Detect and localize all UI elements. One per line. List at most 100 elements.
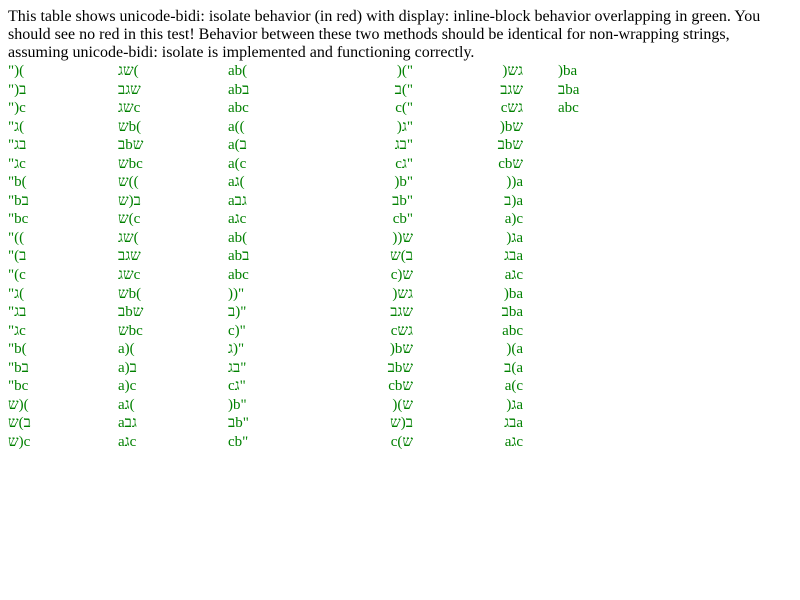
grid-cell: abc	[228, 100, 249, 117]
grid-cell: "בג	[8, 304, 27, 321]
column-4: )(" ב(" c(")ג" בג" cג")b" בb" cb"))ש ב)ש c)ש)גש ש…	[338, 62, 448, 451]
grid-cell: aגב	[228, 192, 247, 209]
grid-cell: ב(ש	[390, 415, 413, 432]
grid-cell: בbש	[387, 359, 413, 376]
grid-cell: שגב	[500, 81, 523, 98]
grid-cell: ב)a	[504, 192, 523, 209]
grid-cell: abc	[558, 100, 579, 117]
grid-cell: "bc	[8, 211, 29, 228]
grid-cell: )(ש	[392, 396, 413, 413]
grid-cell: a)c	[118, 378, 137, 395]
grid-cell: שגc	[118, 267, 141, 284]
grid-cell: שגב	[118, 248, 141, 265]
grid-cell: c(ש	[390, 433, 413, 450]
grid-cell: )ג"	[396, 118, 413, 135]
column-2: שג(שגב שגc שb(בbש שbc ש((ב(ש ש(c שג(שגב שגc שb(ב…	[118, 62, 228, 451]
bidi-test-grid: ")(")ב ")c "ג("בג "גc "b("bב "bc "(("(ב "(c "ג("…	[8, 62, 668, 451]
grid-cell: "bc	[8, 378, 29, 395]
grid-cell: בb"	[392, 192, 413, 209]
grid-cell: ש(c	[118, 211, 141, 228]
grid-cell: cbש	[388, 378, 413, 395]
grid-cell: ))ש	[392, 229, 413, 246]
grid-cell: cג"	[228, 378, 246, 395]
column-3: ab(abב abc a((a(ב a(c aג(aגב aגc ab(abב abc))" ב…	[228, 62, 338, 451]
grid-cell: cb"	[228, 433, 249, 450]
grid-cell: cגש	[500, 100, 523, 117]
grid-cell: שג(	[118, 229, 139, 246]
grid-cell: "גc	[8, 322, 26, 339]
grid-cell: )גa	[506, 229, 523, 246]
grid-cell: ב("	[394, 81, 413, 98]
grid-cell: בג"	[228, 359, 247, 376]
grid-cell: abב	[228, 248, 250, 265]
grid-cell: שb(	[118, 285, 142, 302]
grid-cell: בbש	[118, 304, 144, 321]
grid-cell: a((	[228, 118, 245, 135]
grid-cell: )(a	[506, 341, 523, 358]
grid-cell: שגc	[118, 100, 141, 117]
grid-cell: בגa	[504, 415, 523, 432]
grid-cell: שbc	[118, 155, 143, 172]
grid-cell: "((	[8, 229, 25, 246]
grid-cell: )ba	[503, 285, 523, 302]
grid-cell: "bב	[8, 192, 29, 209]
grid-cell: שג(	[118, 63, 139, 79]
grid-cell: "ג(	[8, 118, 25, 135]
grid-cell: "גc	[8, 155, 26, 172]
grid-cell: )ba	[558, 63, 578, 79]
intro-paragraph: This table shows unicode-bidi: isolate b…	[8, 8, 761, 61]
grid-cell: "בג	[8, 137, 27, 154]
grid-cell: )גש	[392, 285, 413, 302]
grid-cell: ")ב	[8, 81, 27, 98]
grid-cell: שb(	[118, 118, 142, 135]
grid-cell: ab(	[228, 229, 248, 246]
grid-cell: cbש	[498, 155, 523, 172]
grid-cell: "bב	[8, 359, 29, 376]
grid-cell: aגב	[118, 415, 137, 432]
grid-cell: cג"	[395, 155, 413, 172]
grid-cell: בbש	[118, 137, 144, 154]
grid-cell: ב)"	[228, 304, 247, 321]
grid-cell: )b"	[228, 396, 247, 413]
grid-cell: ש)(	[8, 396, 29, 413]
grid-cell: )גa	[506, 396, 523, 413]
grid-cell: בba	[501, 304, 523, 321]
grid-cell: שbc	[118, 322, 143, 339]
grid-cell: "(ב	[8, 248, 27, 265]
grid-cell: "b(	[8, 341, 27, 358]
grid-cell: a(c	[504, 378, 523, 395]
grid-cell: "b(	[8, 174, 27, 191]
grid-cell: aגc	[228, 211, 247, 228]
grid-cell: "ג(	[8, 285, 25, 302]
grid-cell: ")c	[8, 100, 26, 117]
grid-cell: ג)"	[228, 341, 245, 358]
grid-cell: )גש	[502, 63, 523, 79]
grid-cell: abב	[228, 81, 250, 98]
grid-cell: c("	[395, 100, 413, 117]
grid-cell: בbש	[497, 137, 523, 154]
grid-cell: aגc	[504, 433, 523, 450]
grid-cell: בba	[558, 81, 580, 98]
column-6: )ba בba abc	[558, 62, 668, 451]
grid-cell: )bש	[499, 118, 523, 135]
grid-cell: "(c	[8, 267, 26, 284]
grid-cell: cb"	[392, 211, 413, 228]
grid-cell: בb"	[228, 415, 249, 432]
grid-cell: שגב	[118, 81, 141, 98]
grid-cell: שגב	[390, 304, 413, 321]
grid-cell: c)ש	[390, 267, 413, 284]
grid-cell: ש)c	[8, 433, 31, 450]
grid-cell: ))a	[506, 174, 523, 191]
grid-cell: a)(	[118, 341, 135, 358]
grid-cell: abc	[228, 267, 249, 284]
grid-cell: )bש	[389, 341, 413, 358]
grid-cell: aגc	[118, 433, 137, 450]
grid-cell: ב)ש	[390, 248, 413, 265]
grid-cell: a)c	[504, 211, 523, 228]
grid-cell: aגc	[504, 267, 523, 284]
grid-cell: ))"	[228, 285, 245, 302]
grid-cell: בג"	[394, 137, 413, 154]
grid-cell: aג(	[118, 396, 135, 413]
grid-cell: cגש	[390, 322, 413, 339]
column-1: ")(")ב ")c "ג("בג "גc "b("bב "bc "(("(ב "(c "ג("…	[8, 62, 118, 451]
